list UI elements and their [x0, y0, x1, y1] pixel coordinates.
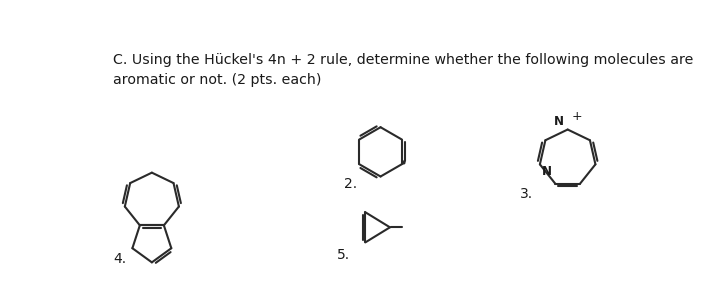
Text: 5.: 5.: [337, 248, 350, 262]
Text: +: +: [572, 110, 582, 123]
Text: 3.: 3.: [520, 187, 533, 201]
Text: N: N: [542, 165, 552, 178]
Text: N: N: [554, 115, 564, 128]
Text: C. Using the Hückel's 4n + 2 rule, determine whether the following molecules are: C. Using the Hückel's 4n + 2 rule, deter…: [113, 53, 694, 87]
Text: 2.: 2.: [344, 177, 358, 191]
Text: 4.: 4.: [113, 252, 127, 266]
